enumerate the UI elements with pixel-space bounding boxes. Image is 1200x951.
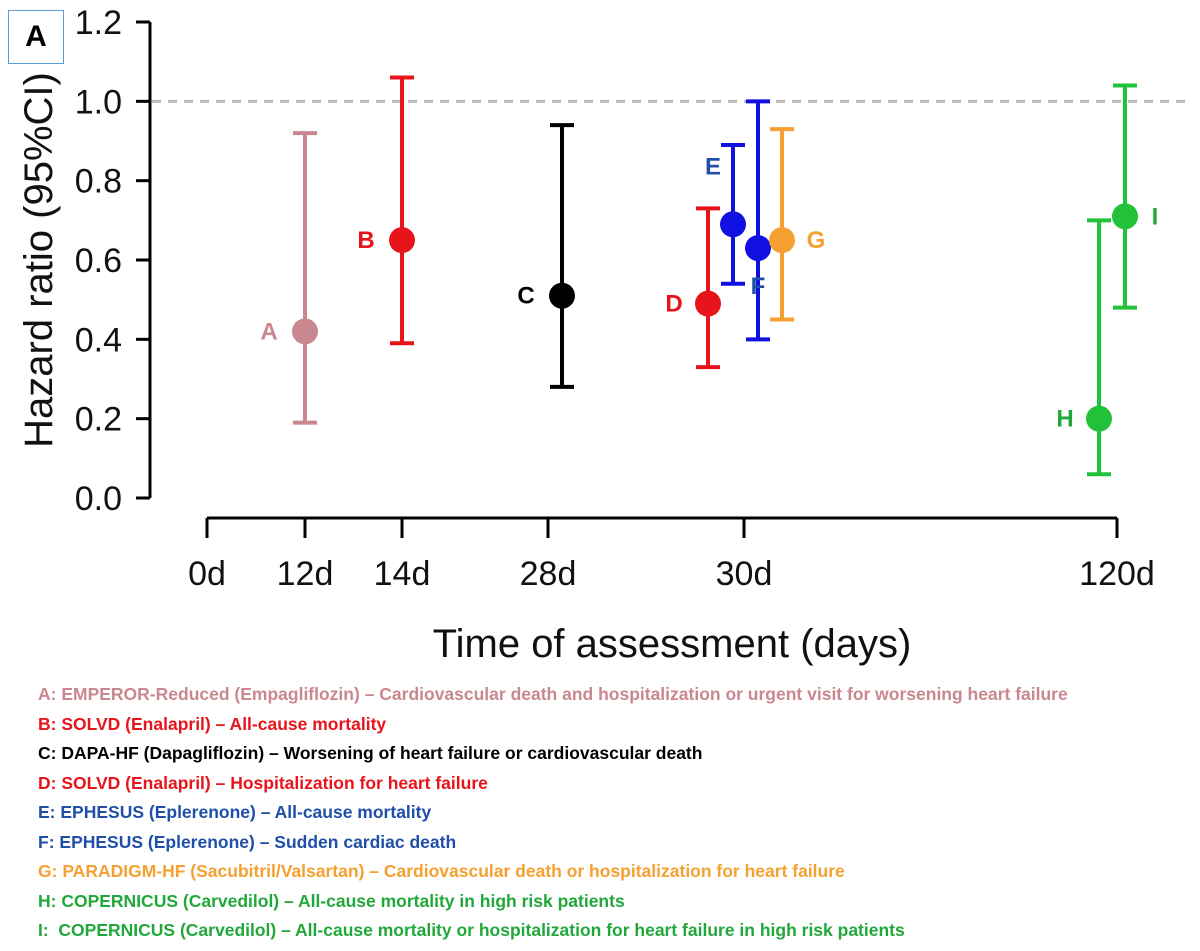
legend-item-key: D: (38, 772, 62, 793)
point-label: E (705, 153, 721, 180)
data-point-b: B (357, 75, 415, 346)
x-axis-title: Time of assessment (days) (433, 622, 912, 666)
point-marker (769, 227, 795, 254)
point-marker (720, 211, 746, 238)
point-marker (745, 235, 771, 262)
legend-item-key: C: (38, 743, 62, 763)
legend-item: D: SOLVD (Enalapril) – Hospitalization f… (38, 769, 1068, 799)
legend-item: E: EPHESUS (Eplerenone) – All-cause mort… (38, 798, 1068, 828)
data-point-c: C (517, 123, 575, 389)
legend-item-text: EPHESUS (Eplerenone) – Sudden cardiac de… (59, 831, 457, 852)
point-marker (549, 282, 575, 309)
point-label: C (517, 283, 534, 310)
point-label: D (665, 291, 682, 318)
x-tick-label: 120d (1079, 555, 1155, 593)
y-axis: 0.0 0.2 0.4 0.6 0.8 1.0 1.2 (75, 4, 152, 518)
legend-item-key: A: (38, 684, 62, 704)
y-tick-label: 0.6 (75, 242, 122, 280)
legend-item-key: H: (38, 890, 62, 911)
data-point-e: E (705, 142, 746, 286)
legend-item: I: COPERNICUS (Carvedilol) – All-cause m… (38, 916, 1068, 946)
panel-label: A (8, 10, 64, 64)
point-marker (1112, 203, 1138, 230)
data-point-i: I (1112, 83, 1159, 310)
legend-item-text: DAPA-HF (Dapagliflozin) – Worsening of h… (61, 743, 703, 763)
data-point-a: A (260, 131, 318, 425)
point-marker (292, 318, 318, 345)
legend-item-key: G: (38, 861, 63, 881)
x-axis: 0d 12d 14d 28d 30d 120d (188, 516, 1155, 593)
legend-item-text: EMPEROR-Reduced (Empagliflozin) – Cardio… (61, 684, 1068, 704)
point-marker (389, 227, 415, 254)
legend-item: H: COPERNICUS (Carvedilol) – All-cause m… (38, 887, 1068, 917)
point-label: I (1152, 203, 1159, 230)
y-axis-title: Hazard ratio (95%CI) (17, 72, 61, 448)
point-label: A (260, 318, 277, 345)
legend-item-key: B: (38, 713, 62, 734)
legend-item: B: SOLVD (Enalapril) – All-cause mortali… (38, 710, 1068, 740)
legend-item-text: PARADIGM-HF (Sacubitril/Valsartan) – Car… (62, 861, 845, 881)
legend-item: F: EPHESUS (Eplerenone) – Sudden cardiac… (38, 828, 1068, 858)
legend: A: EMPEROR-Reduced (Empagliflozin) – Car… (38, 680, 1068, 946)
legend-item: A: EMPEROR-Reduced (Empagliflozin) – Car… (38, 680, 1068, 710)
legend-item-text: COPERNICUS (Carvedilol) – All-cause mort… (61, 890, 625, 911)
legend-item-text: SOLVD (Enalapril) – Hospitalization for … (61, 772, 488, 793)
x-tick-label: 28d (520, 555, 577, 593)
legend-item-key: F: (38, 831, 60, 852)
legend-item-key: E: (38, 802, 61, 822)
x-tick-label: 0d (188, 555, 226, 593)
hazard-ratio-chart: 0.0 0.2 0.4 0.6 0.8 1.0 1.2 0d 12d 14d 28d 30d 120d… (17, 4, 1185, 666)
legend-item-text: EPHESUS (Eplerenone) – All-cause mortali… (60, 802, 432, 822)
y-tick-label: 1.2 (75, 4, 122, 42)
legend-item: C: DAPA-HF (Dapagliflozin) – Worsening o… (38, 739, 1068, 769)
data-point-h: H (1056, 218, 1112, 477)
x-tick-label: 30d (716, 555, 773, 593)
y-tick-label: 0.0 (75, 480, 122, 518)
point-label: F (751, 273, 766, 300)
point-marker (695, 290, 721, 317)
data-point-f: F (745, 99, 771, 342)
data-series: A B C D E F G H I (260, 75, 1159, 477)
legend-item-text: COPERNICUS (Carvedilol) – All-cause mort… (58, 920, 905, 940)
y-tick-label: 0.2 (75, 401, 122, 439)
legend-item: G: PARADIGM-HF (Sacubitril/Valsartan) – … (38, 857, 1068, 887)
data-point-g: G (769, 127, 826, 322)
point-label: H (1056, 406, 1073, 433)
point-label: B (357, 227, 374, 254)
legend-item-key: I: (38, 920, 59, 940)
data-point-d: D (665, 206, 721, 370)
point-label: G (807, 227, 826, 254)
legend-item-text: SOLVD (Enalapril) – All-cause mortality (61, 713, 387, 734)
y-tick-label: 0.8 (75, 163, 122, 201)
point-marker (1086, 405, 1112, 432)
x-tick-label: 12d (277, 555, 334, 593)
y-tick-label: 1.0 (75, 83, 122, 121)
x-tick-label: 14d (374, 555, 431, 593)
y-tick-label: 0.4 (75, 321, 122, 359)
